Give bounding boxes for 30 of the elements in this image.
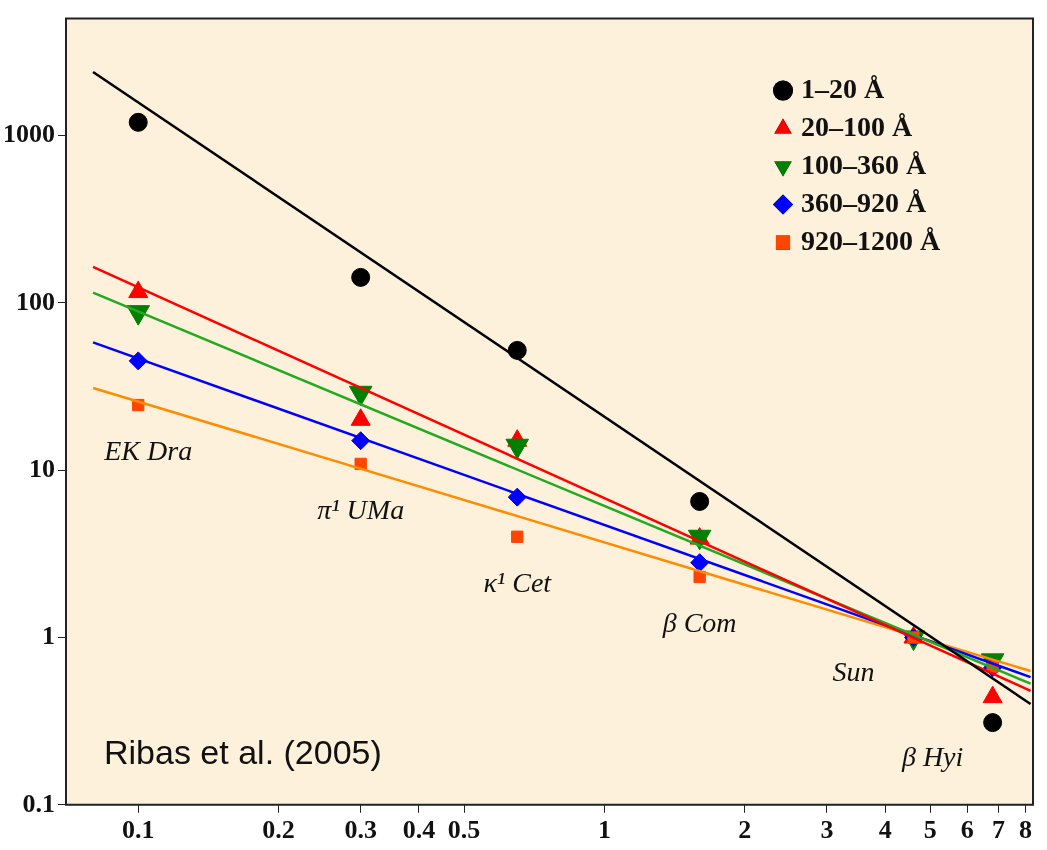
y-tick-label: 1000 xyxy=(3,119,55,149)
x-tick-label: 7 xyxy=(992,815,1006,845)
x-tick-label: 4 xyxy=(878,815,892,845)
legend-label: 1–20 Å xyxy=(801,72,885,104)
legend-label: 100–360 Å xyxy=(801,148,927,180)
y-tick-label: 1 xyxy=(42,621,55,651)
legend-label: 360–920 Å xyxy=(801,186,927,218)
annotation: Sun xyxy=(832,655,875,687)
x-tick-label: 0.1 xyxy=(121,815,155,845)
y-tick-label: 100 xyxy=(16,286,55,316)
x-tick-label: 0.3 xyxy=(344,815,377,845)
y-tick-label: 0.1 xyxy=(22,788,55,818)
x-tick-label: 2 xyxy=(738,815,752,845)
x-tick-label: 5 xyxy=(923,815,937,845)
x-tick-label: 6 xyxy=(960,815,974,845)
annotation: β Hyi xyxy=(900,740,964,772)
x-tick-label: 1 xyxy=(597,815,611,845)
annotation: Ribas et al. (2005) xyxy=(104,733,382,772)
x-tick-label: 0.2 xyxy=(262,815,295,845)
x-tick-label: 0.4 xyxy=(402,815,436,845)
x-tick-label: 0.5 xyxy=(447,815,481,845)
y-tick-label: 10 xyxy=(29,453,55,483)
annotation: κ¹ Cet xyxy=(483,567,553,599)
legend-label: 20–100 Å xyxy=(801,110,913,142)
x-tick-label: 3 xyxy=(820,815,834,845)
annotation: EK Dra xyxy=(103,435,193,467)
annotation: π¹ UMa xyxy=(317,494,405,526)
annotation: β Com xyxy=(661,607,737,639)
x-tick-label: 8 xyxy=(1019,815,1033,845)
legend-label: 920–1200 Å xyxy=(801,224,941,256)
